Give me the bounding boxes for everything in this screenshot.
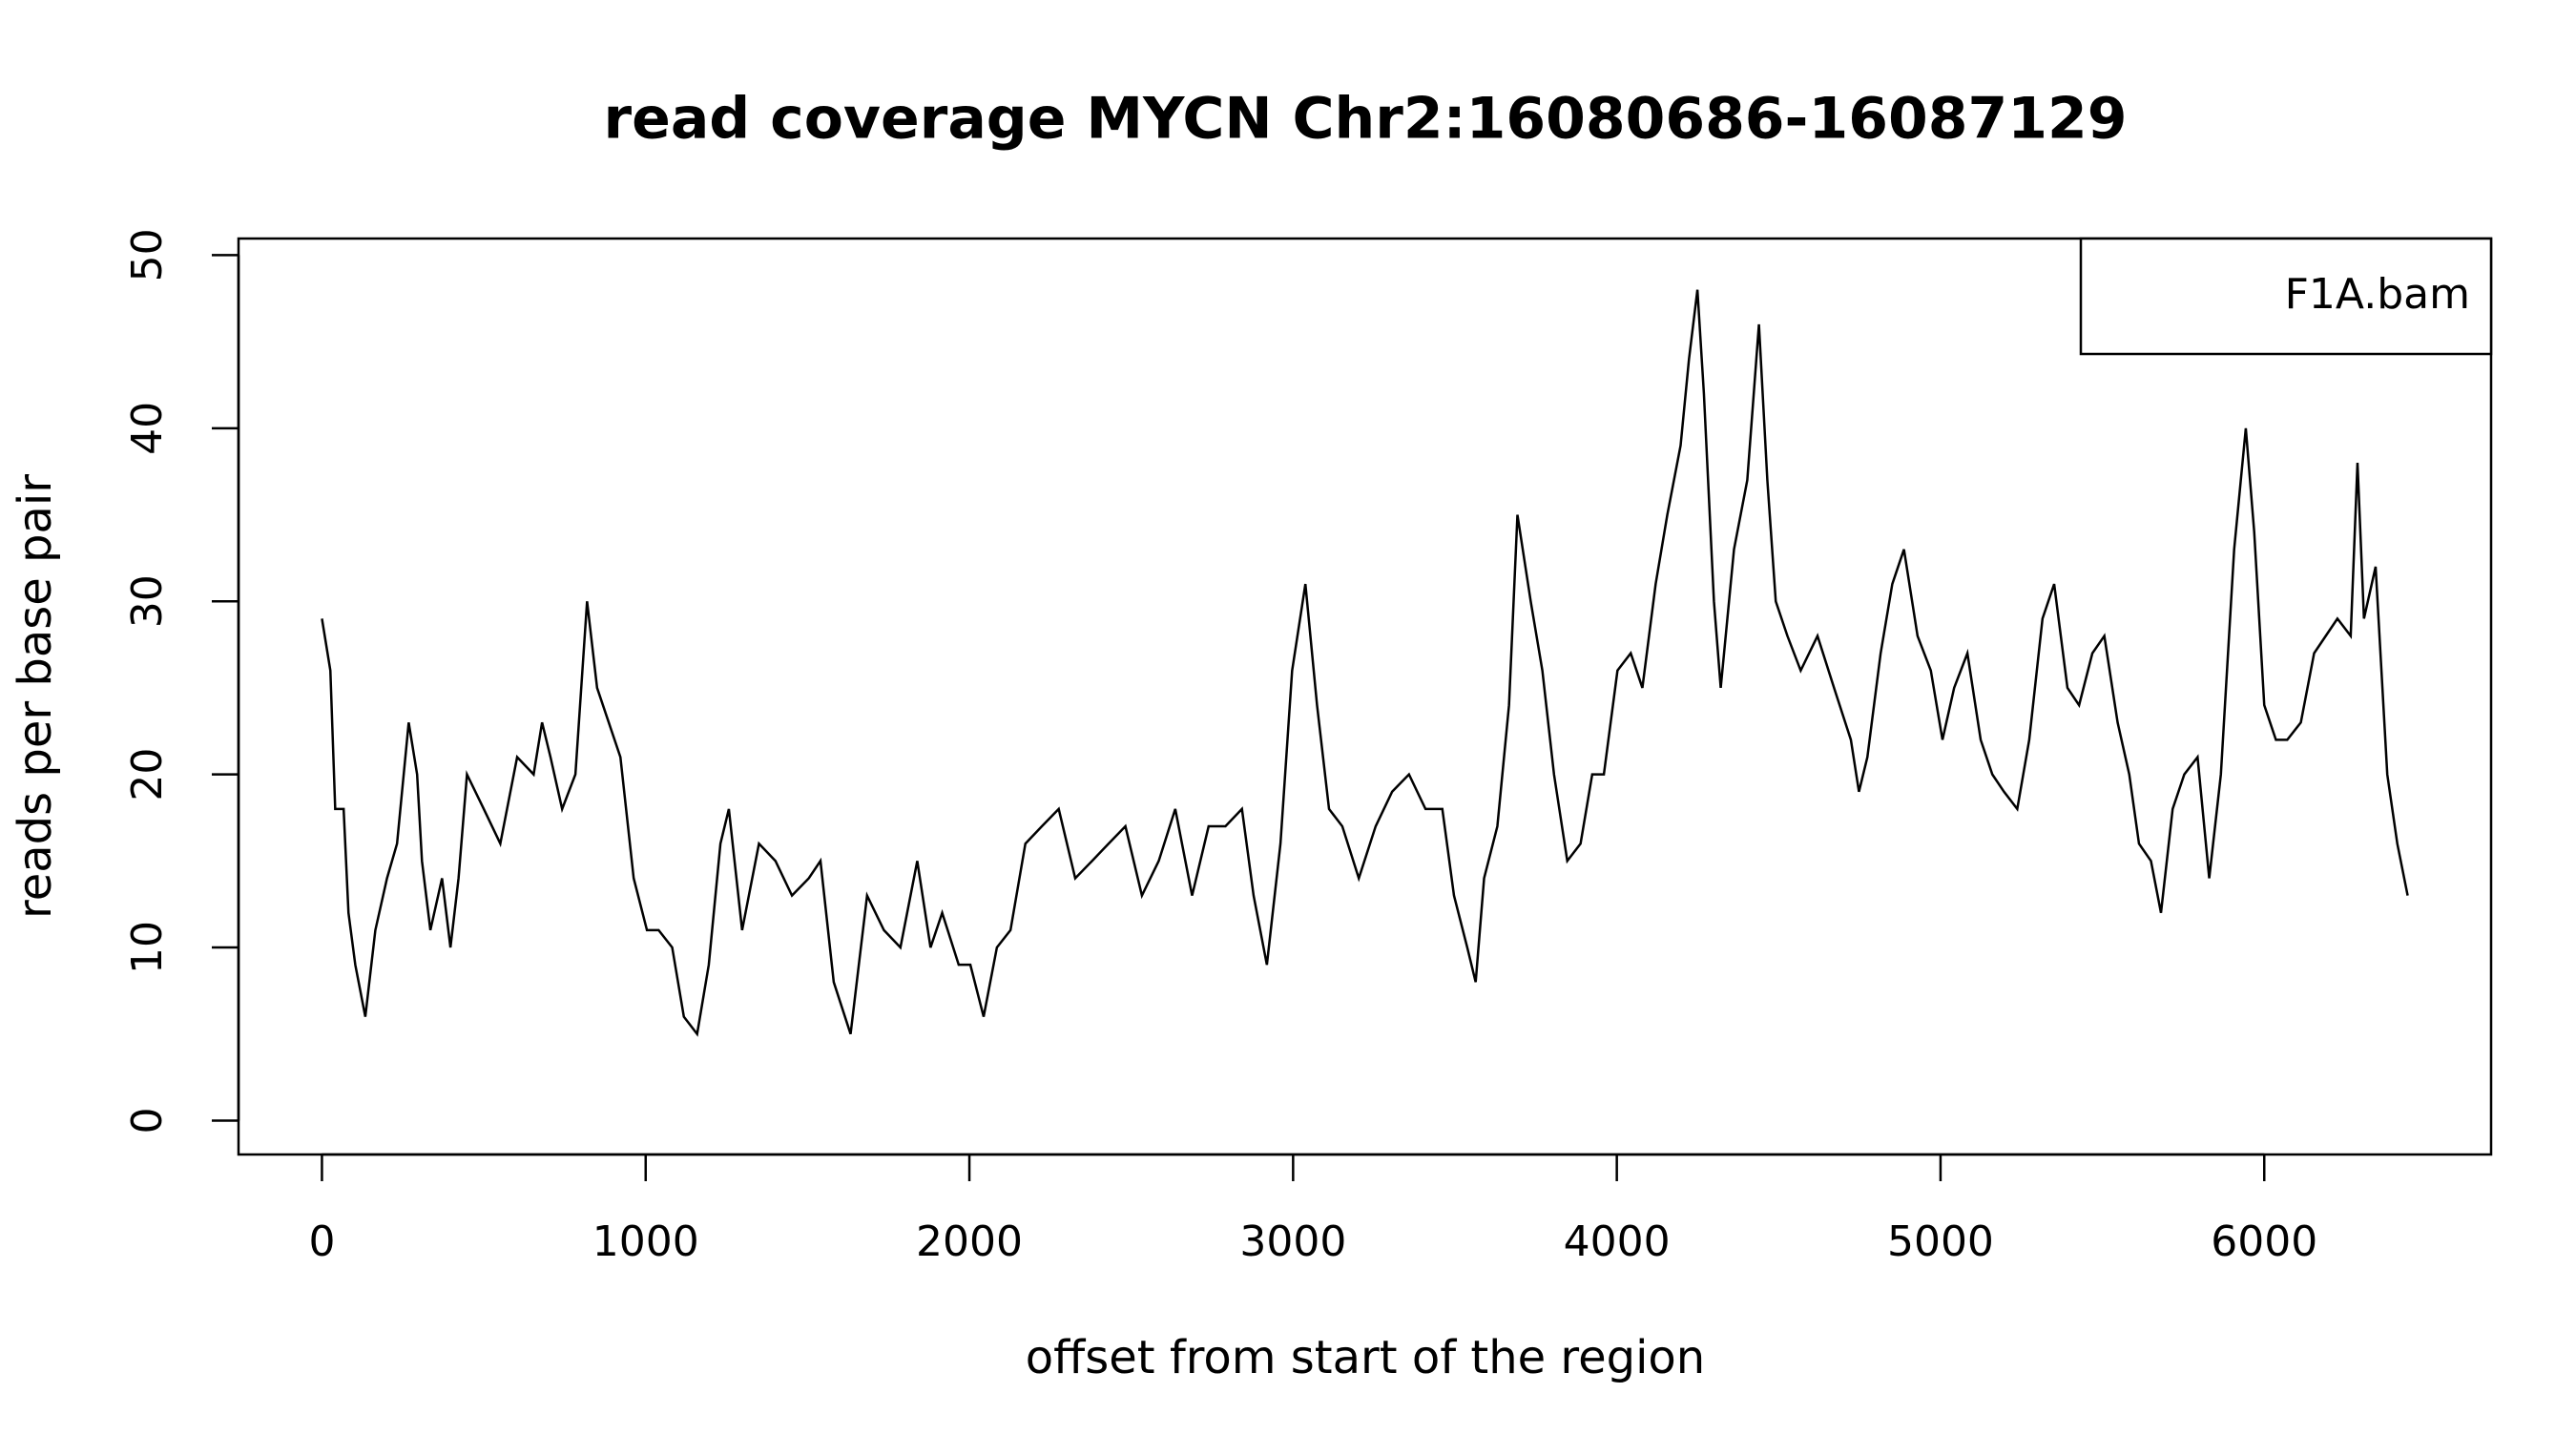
y-tick-label: 40 xyxy=(123,402,172,455)
x-tick-label: 6000 xyxy=(2211,1217,2317,1266)
legend-label: F1A.bam xyxy=(2285,270,2470,319)
legend-box xyxy=(2079,237,2493,356)
y-tick-label: 50 xyxy=(123,228,172,281)
plot-frame xyxy=(237,237,2493,1156)
coverage-line xyxy=(321,289,2409,1037)
y-tick-label: 30 xyxy=(123,574,172,628)
y-tick-label: 0 xyxy=(123,1107,172,1133)
y-tick-label: 10 xyxy=(123,921,172,974)
x-tick-label: 1000 xyxy=(592,1217,699,1266)
y-axis-label: reads per base pair xyxy=(9,474,62,919)
y-tick-label: 20 xyxy=(123,748,172,801)
x-tick-label: 3000 xyxy=(1239,1217,1346,1266)
x-axis-label: offset from start of the region xyxy=(1026,1331,1705,1384)
x-tick-label: 2000 xyxy=(916,1217,1023,1266)
x-tick-label: 5000 xyxy=(1887,1217,1994,1266)
x-tick-label: 0 xyxy=(308,1217,335,1266)
x-tick-label: 4000 xyxy=(1564,1217,1671,1266)
chart-title: read coverage MYCN Chr2:16080686-1608712… xyxy=(604,86,2128,153)
